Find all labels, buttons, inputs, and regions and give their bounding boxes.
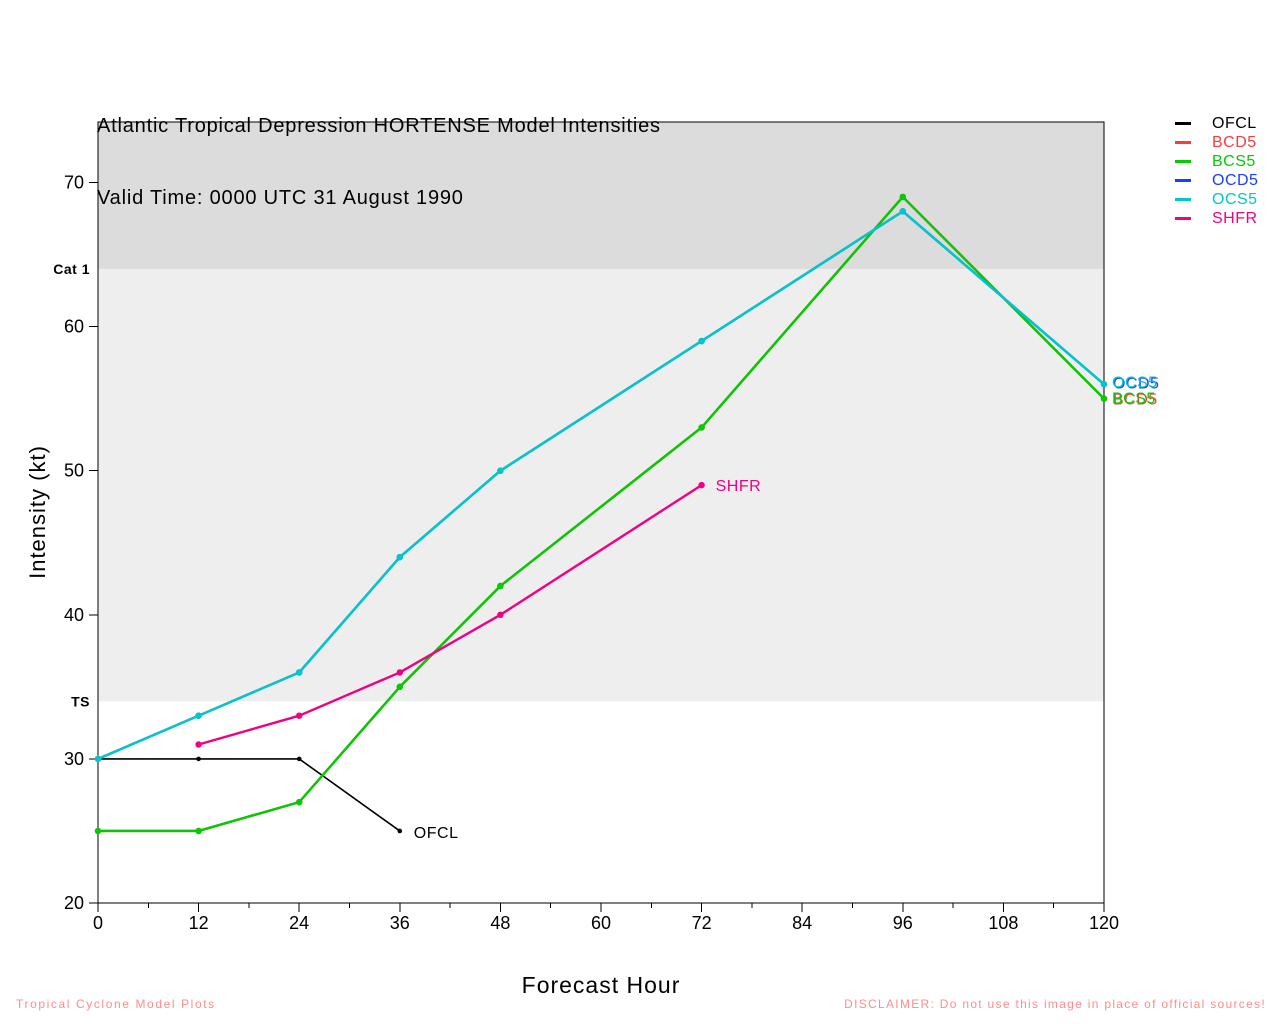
series-marker-BCS5 (94, 827, 102, 835)
y-axis-title: Intensity (kt) (25, 445, 50, 579)
series-marker-OCS5 (698, 337, 705, 345)
series-marker-BCS5 (899, 193, 906, 201)
chart-title-line2: Valid Time: 0000 UTC 31 August 1990 (97, 187, 464, 209)
series-marker-OCS5 (497, 467, 504, 474)
x-tick-label: 24 (289, 913, 309, 933)
x-tick-label: 48 (490, 913, 510, 933)
x-tick-label: 72 (692, 913, 712, 933)
series-marker-OCS5 (396, 553, 403, 561)
legend-swatch (1175, 217, 1191, 220)
series-marker-OCS5 (195, 712, 202, 719)
legend-swatch (1175, 198, 1191, 201)
x-tick-label: 108 (988, 913, 1018, 933)
series-marker-SHFR (296, 712, 303, 719)
band-tropical-storm (98, 268, 1104, 702)
legend-item-BCD5: BCD5 (1175, 133, 1258, 152)
series-marker-SHFR (698, 481, 705, 489)
series-line-OCS5 (97, 210, 1105, 761)
series-marker-OCS5 (94, 755, 102, 763)
x-tick-label: 96 (893, 913, 913, 933)
x-tick-label: 12 (189, 913, 209, 933)
y-tick-label: 20 (64, 893, 84, 913)
legend-item-BCS5: BCS5 (1175, 152, 1258, 171)
series-marker-BCS5 (296, 798, 303, 806)
x-tick-label: 60 (591, 913, 611, 933)
y-tick-label: 40 (64, 605, 84, 625)
series-line-BCS5 (98, 195, 1105, 833)
x-tick-label: 0 (93, 913, 103, 933)
chart-title: Atlantic Tropical Depression HORTENSE Mo… (97, 66, 661, 258)
legend-swatch (1175, 122, 1191, 125)
footer-credits: Tropical Cyclone Model Plots http://dere… (16, 976, 408, 1024)
series-marker-BCS5 (1100, 395, 1108, 402)
legend-swatch (1175, 141, 1191, 144)
legend-swatch (1175, 160, 1191, 163)
series-marker-OFCL (196, 756, 201, 762)
series-line-OFCL (98, 758, 401, 832)
y-tick-label: 50 (64, 461, 84, 481)
legend-item-OCD5: OCD5 (1175, 171, 1258, 190)
series-marker-OCS5 (296, 669, 303, 676)
legend-label: BCD5 (1212, 134, 1257, 151)
footer-disclaimer: DISCLAIMER: Do not use this image in pla… (834, 976, 1266, 1024)
series-end-label-BCS5: BCS5 (1112, 391, 1156, 408)
series-end-label-BCD5: BCD5 (1113, 392, 1158, 409)
band-hurricane (98, 122, 1104, 269)
series-marker-BCS5 (396, 683, 403, 691)
series-marker-OCS5 (1100, 381, 1108, 388)
series-marker-OCS5 (899, 208, 906, 215)
series-end-label-OFCL: OFCL (414, 825, 459, 842)
band-label-tropical-storm: TS (71, 693, 90, 709)
chart-legend: OFCL BCD5 BCS5 OCD5 OCS5 SHFR (1175, 114, 1258, 228)
chart-title-line1: Atlantic Tropical Depression HORTENSE Mo… (97, 115, 661, 137)
legend-label: SHFR (1212, 210, 1258, 227)
series-marker-OFCL (397, 828, 403, 834)
series-marker-SHFR (497, 611, 504, 619)
series-marker-SHFR (195, 741, 202, 748)
series-marker-OFCL (296, 756, 302, 762)
series-marker-SHFR (396, 669, 403, 676)
footer-credit-line: Tropical Cyclone Model Plots (16, 997, 216, 1011)
series-end-label-SHFR: SHFR (716, 478, 762, 495)
series-end-label-OCD5: OCD5 (1113, 375, 1159, 392)
x-tick-label: 84 (792, 913, 812, 933)
legend-swatch (1175, 179, 1191, 182)
legend-label: OCS5 (1212, 191, 1258, 208)
y-tick-label: 70 (64, 173, 84, 193)
series-marker-BCS5 (195, 827, 202, 835)
legend-label: OCD5 (1212, 172, 1259, 189)
series-marker-BCS5 (497, 582, 504, 590)
y-tick-label: 30 (64, 749, 84, 769)
legend-item-OCS5: OCS5 (1175, 190, 1258, 209)
disclaimer-line1: DISCLAIMER: Do not use this image in pla… (844, 997, 1266, 1011)
x-axis-title: Forecast Hour (521, 972, 681, 998)
series-marker-BCS5 (698, 424, 705, 431)
legend-label: OFCL (1212, 115, 1257, 132)
legend-label: BCS5 (1212, 153, 1256, 170)
legend-item-OFCL: OFCL (1175, 114, 1258, 133)
x-tick-label: 120 (1089, 913, 1119, 933)
legend-item-SHFR: SHFR (1175, 209, 1258, 228)
y-tick-label: 60 (64, 317, 84, 337)
series-end-label-OCS5: OCS5 (1112, 374, 1158, 391)
x-tick-label: 36 (390, 913, 410, 933)
band-label-hurricane: Cat 1 (53, 261, 90, 277)
